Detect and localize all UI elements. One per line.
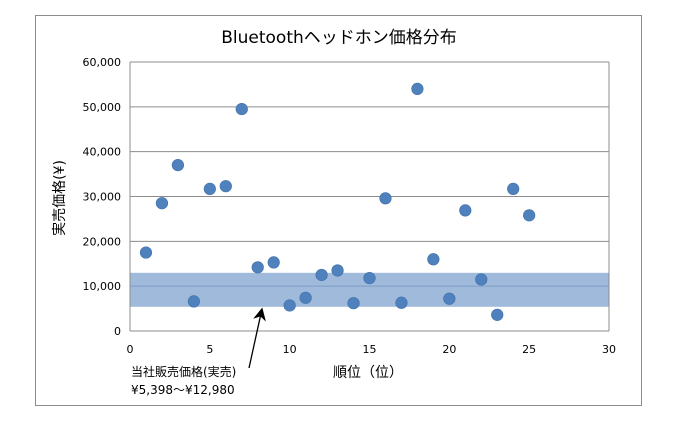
data-point xyxy=(507,182,520,195)
data-point xyxy=(331,264,344,277)
data-point xyxy=(139,246,153,259)
data-point xyxy=(363,271,376,285)
x-tick-label: 10 xyxy=(283,343,297,356)
y-tick-label: 0 xyxy=(114,325,121,338)
annotation-arrow xyxy=(248,307,266,369)
x-tick-label: 0 xyxy=(127,343,134,356)
data-point xyxy=(491,308,504,321)
data-point xyxy=(219,180,232,193)
y-tick-label: 10,000 xyxy=(83,280,122,293)
data-point xyxy=(235,102,248,116)
data-point xyxy=(283,299,296,312)
data-point xyxy=(347,297,360,310)
x-tick-label: 30 xyxy=(602,343,616,356)
annotation-line2: ¥5,398～¥12,980 xyxy=(131,383,235,397)
data-point xyxy=(523,209,536,222)
data-points xyxy=(139,82,536,321)
y-tick-label: 40,000 xyxy=(83,146,122,159)
x-tick-labels: 0 5 10 15 20 25 30 xyxy=(127,343,617,356)
chart-title: Bluetoothヘッドホン価格分布 xyxy=(221,28,457,48)
chart-frame xyxy=(35,15,642,406)
y-axis-title: 実売価格(¥) xyxy=(52,160,68,236)
x-tick-label: 20 xyxy=(442,343,456,356)
grid-lines xyxy=(130,61,609,287)
data-point xyxy=(427,253,440,266)
data-point xyxy=(395,296,408,309)
annotation-line1: 当社販売価格(実売) xyxy=(131,364,236,379)
data-point xyxy=(251,261,264,274)
data-point xyxy=(267,256,280,269)
data-point xyxy=(155,197,169,210)
x-axis-title: 順位（位） xyxy=(333,365,403,381)
data-point xyxy=(315,268,328,282)
data-point xyxy=(459,204,472,217)
data-point xyxy=(203,182,216,195)
y-tick-label: 50,000 xyxy=(83,101,122,114)
data-point xyxy=(299,291,312,304)
x-tick-label: 15 xyxy=(363,343,377,356)
y-tick-label: 30,000 xyxy=(83,191,122,204)
data-point xyxy=(379,192,392,205)
data-point xyxy=(187,295,200,308)
y-tick-label: 20,000 xyxy=(83,235,122,248)
data-point xyxy=(411,82,424,95)
axes xyxy=(129,62,610,332)
y-tick-labels: 0 10,000 20,000 30,000 40,000 50,000 60,000 xyxy=(83,56,122,338)
x-tick-label: 25 xyxy=(522,343,536,356)
data-point xyxy=(171,159,184,172)
x-tick-label: 5 xyxy=(206,343,213,356)
data-point xyxy=(475,273,488,286)
y-tick-label: 60,000 xyxy=(83,56,122,69)
data-point xyxy=(443,292,456,305)
